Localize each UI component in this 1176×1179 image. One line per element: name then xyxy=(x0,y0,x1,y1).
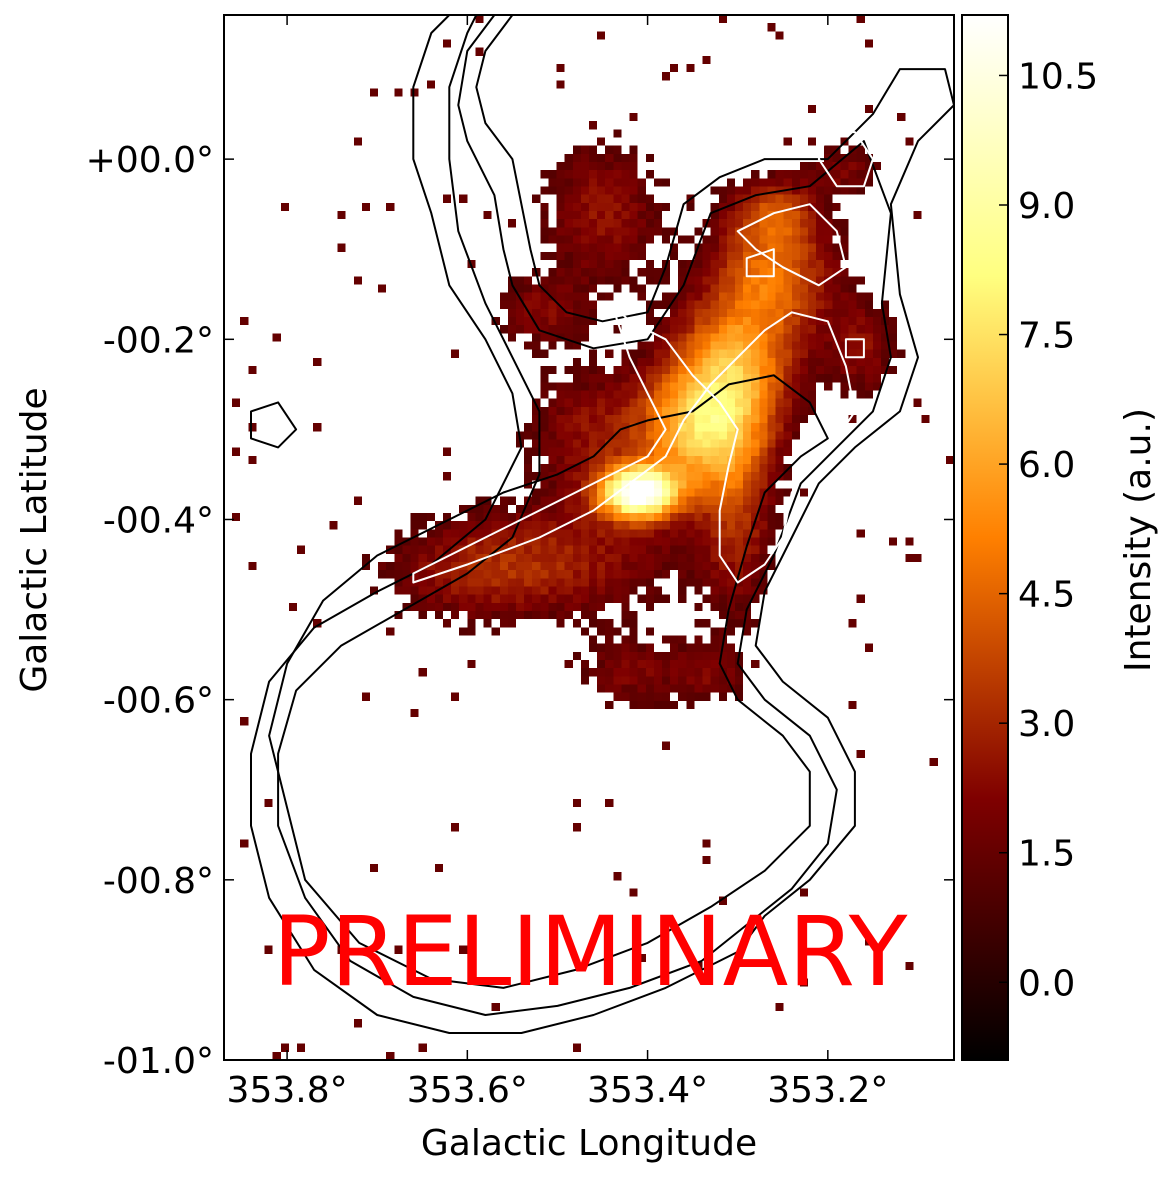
y-tick-label: -00.8° xyxy=(103,861,214,902)
contour-white-small-1 xyxy=(745,248,775,278)
contour-white-loop-ne xyxy=(817,131,874,188)
x-tick-label: 353.6° xyxy=(407,1070,528,1111)
intensity-map xyxy=(224,15,954,1060)
colorbar-frame xyxy=(961,14,1009,1061)
colorbar-tick-label: 3.0 xyxy=(1018,704,1075,745)
colorbar-ticks: 0.0 1.5 3.0 4.5 6.0 7.5 9.0 10.5 xyxy=(999,56,1098,1004)
y-tick-label: +00.0° xyxy=(86,140,214,181)
contour-layer xyxy=(250,15,954,1034)
contour-white-small-2 xyxy=(844,338,865,359)
x-axis-title: Galactic Longitude xyxy=(421,1123,757,1164)
contour-middle xyxy=(277,15,892,1016)
y-tick-label: -00.4° xyxy=(103,500,214,541)
x-axis: 353.8° 353.6° 353.4° 353.2° xyxy=(227,15,888,1111)
x-tick-label: 353.8° xyxy=(227,1070,348,1111)
y-tick-label: -00.2° xyxy=(103,320,214,361)
x-tick-label: 353.2° xyxy=(767,1070,888,1111)
colorbar-title: Intensity (a.u.) xyxy=(1118,408,1159,672)
y-tick-label: -01.0° xyxy=(103,1041,214,1082)
colorbar xyxy=(962,15,1008,1060)
contour-white-main xyxy=(412,302,856,584)
colorbar-tick-label: 9.0 xyxy=(1018,186,1075,227)
y-axis: +00.0° -00.2° -00.4° -00.6° -00.8° -01.0° xyxy=(86,140,954,1082)
colorbar-tick-label: 0.0 xyxy=(1018,963,1075,1004)
contour-outer xyxy=(250,15,954,1034)
colorbar-tick-label: 1.5 xyxy=(1018,834,1075,875)
preliminary-watermark: PRELIMINARY xyxy=(273,896,908,1008)
contour-small-west xyxy=(250,401,298,449)
x-tick-label: 353.4° xyxy=(587,1070,708,1111)
colorbar-tick-label: 10.5 xyxy=(1018,56,1098,97)
intensity-image xyxy=(224,15,954,1060)
colorbar-tick-label: 6.0 xyxy=(1018,445,1075,486)
contour-white-north xyxy=(736,203,847,287)
y-axis-title: Galactic Latitude xyxy=(14,387,55,692)
contour-inner xyxy=(268,374,829,989)
plot-frame xyxy=(223,14,955,1061)
colorbar-tick-label: 7.5 xyxy=(1018,316,1075,357)
colorbar-tick-label: 4.5 xyxy=(1018,575,1075,616)
y-tick-label: -00.6° xyxy=(103,681,214,722)
